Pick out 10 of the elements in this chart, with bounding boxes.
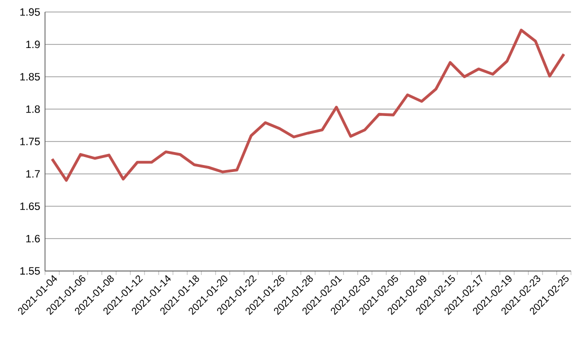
line-series [50,28,566,182]
y-tick-label: 1.65 [20,202,40,210]
y-tick-label: 1.55 [20,267,40,275]
y-tick-label: 1.8 [26,105,40,113]
y-tick-label: 1.9 [26,40,40,48]
y-tick-label: 1.75 [20,138,40,146]
y-tick-label: 1.6 [26,234,40,242]
y-tick-label: 1.85 [20,72,40,81]
y-tick-label: 1.7 [26,170,40,178]
y-tick-label: 1.95 [20,8,40,16]
